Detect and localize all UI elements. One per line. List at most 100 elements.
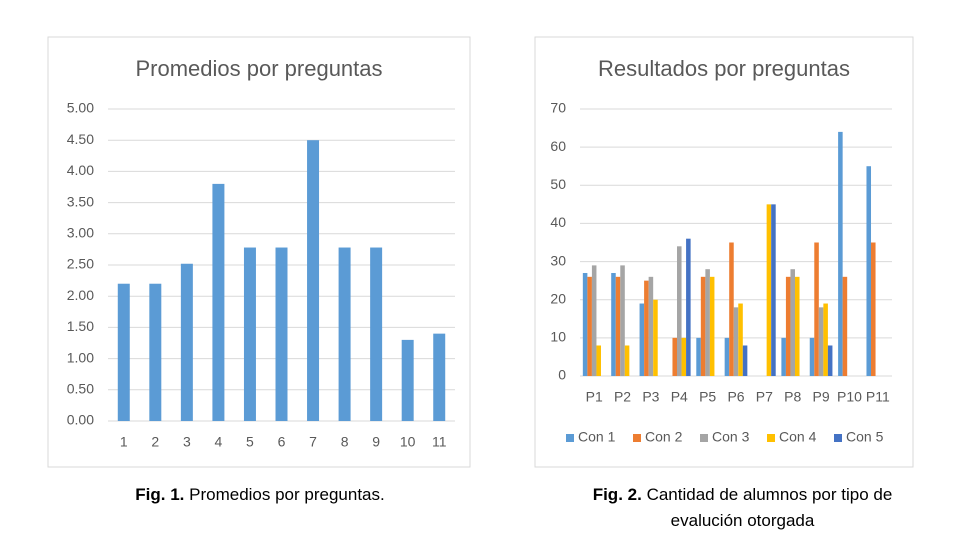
x-tick-label: P10 xyxy=(837,389,862,405)
bar xyxy=(624,345,630,376)
bar xyxy=(742,345,748,376)
bar xyxy=(653,299,658,376)
x-tick-label: P8 xyxy=(784,389,801,405)
x-tick-label: P4 xyxy=(671,389,688,405)
legend-label: Con 3 xyxy=(712,429,750,445)
bar xyxy=(243,247,256,421)
bar xyxy=(809,337,815,376)
bar xyxy=(766,204,772,376)
legend-label: Con 1 xyxy=(578,429,616,445)
legend-swatch xyxy=(834,434,842,442)
y-tick-label: 4.50 xyxy=(67,131,94,147)
bar xyxy=(790,269,795,376)
bar xyxy=(823,303,828,376)
x-tick-label: P5 xyxy=(699,389,716,405)
x-tick-label: 7 xyxy=(309,434,317,450)
bar xyxy=(705,269,710,376)
bar xyxy=(596,345,601,376)
bar xyxy=(838,131,843,376)
bar xyxy=(433,333,446,421)
bar xyxy=(771,204,776,376)
bar xyxy=(709,276,715,376)
x-tick-label: P3 xyxy=(642,389,659,405)
bar xyxy=(724,337,730,376)
x-tick-label: 5 xyxy=(246,434,254,450)
legend-swatch xyxy=(633,434,641,442)
bar xyxy=(729,242,734,376)
bar xyxy=(733,307,739,376)
bar xyxy=(591,265,597,376)
caption: Fig. 1. Promedios por preguntas. xyxy=(60,482,460,508)
bar xyxy=(827,345,833,376)
bar xyxy=(149,283,162,421)
bar xyxy=(611,273,616,376)
bar xyxy=(672,337,678,376)
x-tick-label: P11 xyxy=(866,389,890,405)
y-tick-label: 0 xyxy=(558,367,566,383)
bar xyxy=(814,242,819,376)
x-tick-label: 9 xyxy=(372,434,380,450)
y-tick-label: 3.00 xyxy=(67,225,94,241)
bar xyxy=(700,276,706,376)
legend-label: Con 4 xyxy=(779,429,817,445)
bar xyxy=(644,280,649,376)
bar xyxy=(615,276,621,376)
x-tick-label: 3 xyxy=(183,434,191,450)
legend-swatch xyxy=(767,434,775,442)
y-tick-label: 1.50 xyxy=(67,318,94,334)
bar xyxy=(587,276,592,376)
y-tick-label: 1.00 xyxy=(67,349,94,365)
bar xyxy=(639,303,645,376)
y-tick-label: 3.50 xyxy=(67,193,94,209)
chart-title: Promedios por preguntas xyxy=(135,56,382,81)
bar xyxy=(307,140,320,421)
caption: Fig. 2. Cantidad de alumnos por tipo de … xyxy=(555,482,930,534)
bar xyxy=(582,273,588,376)
bar xyxy=(842,276,848,376)
bar xyxy=(370,247,383,421)
bar xyxy=(677,246,682,376)
x-tick-label: 2 xyxy=(151,434,159,450)
y-tick-label: 50 xyxy=(550,176,566,192)
bar xyxy=(866,166,872,376)
x-tick-label: 11 xyxy=(432,434,447,450)
bar xyxy=(818,307,824,376)
y-tick-label: 60 xyxy=(550,138,566,154)
bar xyxy=(117,283,130,421)
bar xyxy=(401,339,414,421)
chart-title: Resultados por preguntas xyxy=(598,56,850,81)
bar xyxy=(275,247,288,421)
y-tick-label: 30 xyxy=(550,252,566,268)
bar xyxy=(681,337,687,376)
bar xyxy=(794,276,800,376)
y-tick-label: 70 xyxy=(550,100,566,116)
x-tick-label: 8 xyxy=(341,434,349,450)
x-tick-label: P2 xyxy=(614,389,631,405)
x-tick-label: 1 xyxy=(120,434,128,450)
y-tick-label: 40 xyxy=(550,214,566,230)
caption-text: Promedios por preguntas. xyxy=(189,485,385,504)
bar xyxy=(738,303,743,376)
y-tick-label: 2.00 xyxy=(67,287,94,303)
bar xyxy=(648,276,654,376)
y-tick-label: 2.50 xyxy=(67,256,94,272)
y-tick-label: 0.50 xyxy=(67,381,94,397)
bar xyxy=(620,265,625,376)
x-tick-label: 4 xyxy=(215,434,223,450)
legend-label: Con 5 xyxy=(846,429,884,445)
x-tick-label: P1 xyxy=(586,389,603,405)
bar xyxy=(781,337,786,376)
x-tick-label: P9 xyxy=(813,389,830,405)
y-tick-label: 0.00 xyxy=(67,412,94,428)
bar xyxy=(696,337,701,376)
y-tick-label: 5.00 xyxy=(67,100,94,116)
bar xyxy=(212,183,225,421)
x-tick-label: 10 xyxy=(400,434,416,450)
x-tick-label: P6 xyxy=(727,389,744,405)
bar xyxy=(686,238,691,376)
x-tick-label: P7 xyxy=(756,389,773,405)
legend-label: Con 2 xyxy=(645,429,683,445)
caption-label: Fig. 1. xyxy=(135,485,185,504)
